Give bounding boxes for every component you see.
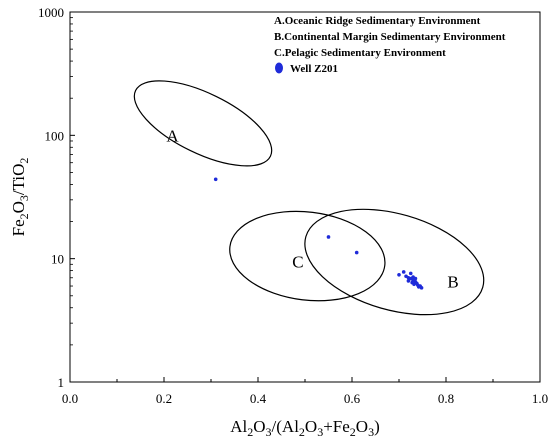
data-points <box>213 177 424 290</box>
legend: A.Oceanic Ridge Sedimentary Environment B… <box>274 15 506 75</box>
region-a-label: A <box>166 126 179 145</box>
subscript: 2 <box>299 425 305 439</box>
data-point <box>397 272 401 277</box>
label-part: Al <box>230 417 247 436</box>
label-part: O <box>356 417 368 436</box>
data-point <box>354 250 359 255</box>
label-part: O <box>305 417 317 436</box>
region-a-ellipse <box>133 80 273 167</box>
region-b-label: B <box>447 273 458 292</box>
label-part: Fe <box>9 219 28 236</box>
tick-labels: 0.0 0.2 0.4 0.6 0.8 1.0 1 10 100 1000 <box>38 5 548 406</box>
label-part: /TiO <box>9 164 28 196</box>
data-point <box>413 276 418 281</box>
data-point <box>408 271 413 276</box>
subscript: 3 <box>266 425 272 439</box>
x-tick-label: 0.8 <box>438 391 454 406</box>
subscript: 3 <box>368 425 374 439</box>
x-axis-title: Al2O3/(Al2O3+Fe2O3) <box>230 417 380 439</box>
y-tick-label: 10 <box>51 252 64 267</box>
subscript: 3 <box>17 195 31 201</box>
environment-regions: A C B <box>133 80 485 316</box>
x-tick-label: 1.0 <box>532 391 548 406</box>
label-part: +Fe <box>323 417 350 436</box>
tick-marks <box>69 11 541 383</box>
region-c-label: C <box>292 252 303 271</box>
data-point <box>213 177 218 182</box>
legend-entry: A.Oceanic Ridge Sedimentary Environment <box>274 15 481 27</box>
y-tick-label: 1 <box>58 375 65 390</box>
data-point <box>326 235 331 239</box>
label-part: O <box>253 417 265 436</box>
x-tick-label: 0.0 <box>62 391 78 406</box>
subscript: 2 <box>17 158 31 164</box>
subscript: 3 <box>317 425 323 439</box>
legend-marker <box>275 62 283 74</box>
subscript: 2 <box>247 425 253 439</box>
subscript: 2 <box>17 213 31 219</box>
x-tick-label: 0.2 <box>156 391 172 406</box>
data-point <box>406 279 411 283</box>
legend-series-label: Well Z201 <box>290 63 338 75</box>
data-point <box>401 270 406 274</box>
data-point <box>419 286 424 290</box>
subscript: 2 <box>350 425 356 439</box>
legend-entry: B.Continental Margin Sedimentary Environ… <box>274 31 506 43</box>
label-part: /(Al <box>272 417 300 436</box>
x-tick-label: 0.4 <box>250 391 267 406</box>
region-c-ellipse <box>229 210 386 302</box>
y-axis-title: Fe2O3/TiO2 <box>9 158 31 237</box>
label-part: O <box>9 201 28 213</box>
legend-entry: C.Pelagic Sedimentary Environment <box>274 47 446 59</box>
y-tick-label: 1000 <box>38 5 64 20</box>
region-b-ellipse <box>304 208 485 316</box>
label-part: ) <box>374 417 380 436</box>
x-tick-label: 0.6 <box>344 391 361 406</box>
y-tick-label: 100 <box>45 128 65 143</box>
